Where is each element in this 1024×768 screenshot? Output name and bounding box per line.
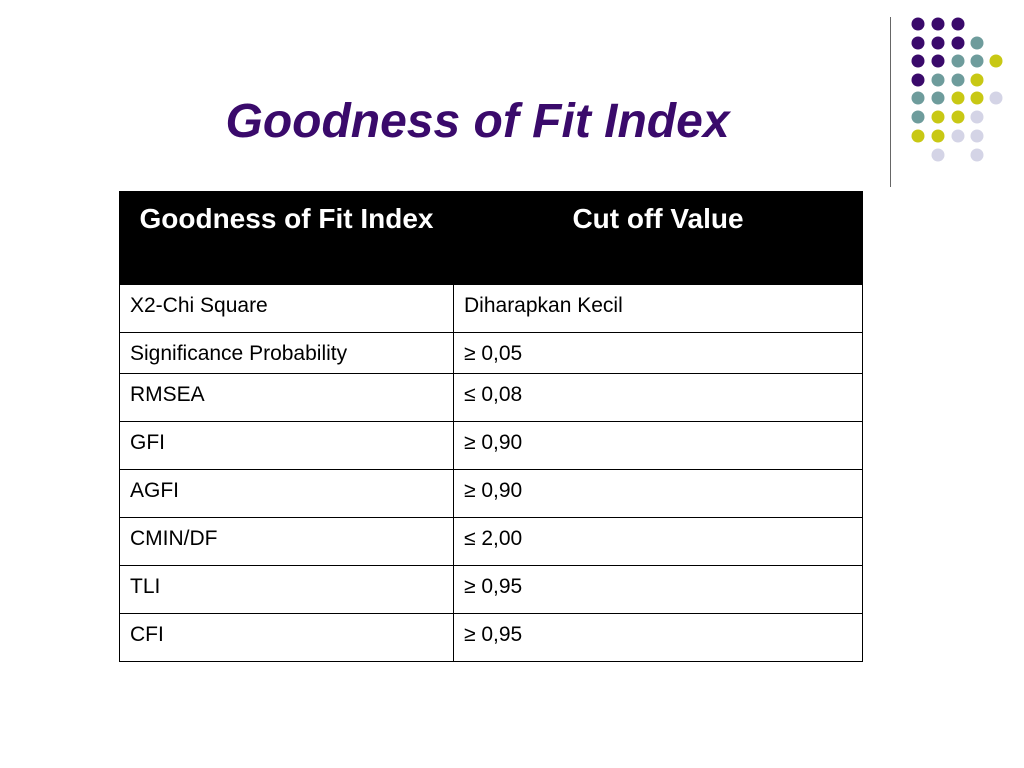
dot xyxy=(951,110,965,124)
table-row: CFI ≥ 0,95 xyxy=(119,613,863,662)
decorative-dot-grid xyxy=(911,17,1003,162)
dot xyxy=(911,36,925,50)
dot xyxy=(951,91,965,105)
table-row: CMIN/DF ≤ 2,00 xyxy=(119,517,863,566)
dot xyxy=(911,110,925,124)
cell-cutoff: ≥ 0,90 xyxy=(453,469,863,518)
dot xyxy=(970,110,984,124)
cell-index: AGFI xyxy=(119,469,454,518)
cell-index: CFI xyxy=(119,613,454,662)
cell-cutoff: ≥ 0,95 xyxy=(453,565,863,614)
dot xyxy=(970,54,984,68)
dot xyxy=(970,36,984,50)
dot xyxy=(989,54,1003,68)
cell-index: Significance Probability xyxy=(119,332,454,374)
table-row: TLI ≥ 0,95 xyxy=(119,565,863,614)
cell-index: X2-Chi Square xyxy=(119,284,454,333)
cell-cutoff: ≥ 0,95 xyxy=(453,613,863,662)
dot xyxy=(951,17,965,31)
table-row: GFI ≥ 0,90 xyxy=(119,421,863,470)
dot xyxy=(931,129,945,143)
cell-index: RMSEA xyxy=(119,373,454,422)
dot xyxy=(931,73,945,87)
header-fit-index: Goodness of Fit Index xyxy=(119,191,454,285)
dot xyxy=(931,36,945,50)
cell-index: CMIN/DF xyxy=(119,517,454,566)
dot xyxy=(970,73,984,87)
dot xyxy=(951,73,965,87)
table-header-row: Goodness of Fit Index Cut off Value xyxy=(119,191,863,285)
vertical-divider xyxy=(890,17,891,187)
cell-cutoff: ≥ 0,90 xyxy=(453,421,863,470)
dot xyxy=(951,129,965,143)
table-row: RMSEA ≤ 0,08 xyxy=(119,373,863,422)
dot xyxy=(970,129,984,143)
dot xyxy=(951,54,965,68)
dot xyxy=(911,91,925,105)
dot xyxy=(970,148,984,162)
dot xyxy=(989,91,1003,105)
cell-cutoff: Diharapkan Kecil xyxy=(453,284,863,333)
table-row: X2-Chi Square Diharapkan Kecil xyxy=(119,284,863,333)
table-row: AGFI ≥ 0,90 xyxy=(119,469,863,518)
table-row: Significance Probability ≥ 0,05 xyxy=(119,332,863,374)
dot xyxy=(931,110,945,124)
cell-cutoff: ≤ 0,08 xyxy=(453,373,863,422)
dot xyxy=(931,54,945,68)
fit-index-table: Goodness of Fit Index Cut off Value X2-C… xyxy=(119,191,863,662)
dot xyxy=(911,73,925,87)
dot xyxy=(951,36,965,50)
dot xyxy=(970,91,984,105)
dot xyxy=(911,129,925,143)
dot xyxy=(931,91,945,105)
dot xyxy=(911,17,925,31)
dot xyxy=(911,54,925,68)
cell-cutoff: ≤ 2,00 xyxy=(453,517,863,566)
dot xyxy=(931,148,945,162)
cell-index: GFI xyxy=(119,421,454,470)
header-cutoff-value: Cut off Value xyxy=(453,191,863,285)
cell-index: TLI xyxy=(119,565,454,614)
slide-title: Goodness of Fit Index xyxy=(225,95,730,148)
dot xyxy=(931,17,945,31)
cell-cutoff: ≥ 0,05 xyxy=(453,332,863,374)
